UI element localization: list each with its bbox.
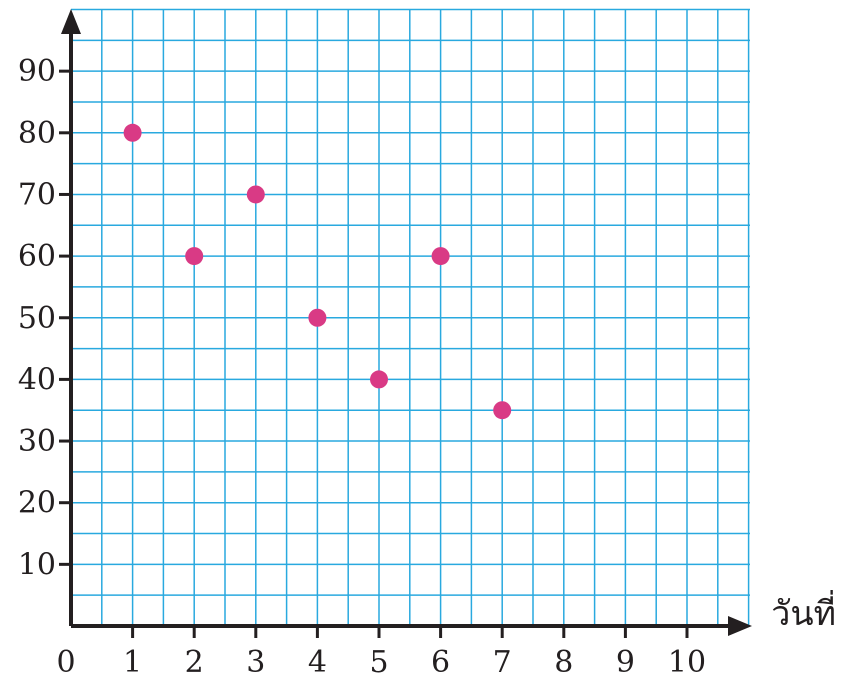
x-tick-label: 8 <box>554 645 573 675</box>
y-tick-label: 20 <box>18 486 56 521</box>
axes <box>59 9 752 638</box>
x-tick-label: 3 <box>246 645 265 675</box>
y-tick-label: 40 <box>18 362 56 397</box>
x-axis-arrow <box>728 616 752 636</box>
y-tick-label: 10 <box>18 547 56 582</box>
y-axis-arrow <box>61 9 81 34</box>
y-tick-label: 50 <box>18 301 56 336</box>
x-tick-label: 1 <box>123 645 142 675</box>
origin-label: 0 <box>56 645 75 675</box>
data-points <box>123 123 512 420</box>
y-tick-label: 70 <box>18 177 56 212</box>
y-tick-label: 90 <box>18 54 56 89</box>
y-tick-label: 80 <box>18 116 56 151</box>
data-point <box>246 185 265 204</box>
x-tick-label: 9 <box>616 645 635 675</box>
data-point <box>431 247 450 266</box>
grid <box>71 8 750 626</box>
x-tick-label: 6 <box>431 645 450 675</box>
y-tick-label: 30 <box>18 424 56 459</box>
x-axis-label: วันที่ <box>771 590 836 634</box>
data-point <box>493 401 512 420</box>
data-point <box>123 123 142 142</box>
data-point <box>308 308 327 327</box>
x-tick-label: 4 <box>308 645 327 675</box>
data-point <box>185 247 204 266</box>
data-point <box>370 370 388 389</box>
x-tick-label: 5 <box>369 645 388 675</box>
x-tick-label: 2 <box>185 645 204 675</box>
x-tick-label: 10 <box>668 645 706 675</box>
x-tick-label: 7 <box>493 645 512 675</box>
tick-labels: 1 2 3 4 5 6 7 8 9 10 10 20 30 40 50 60 70 80 90 <box>18 54 706 675</box>
y-tick-label: 60 <box>18 239 56 274</box>
